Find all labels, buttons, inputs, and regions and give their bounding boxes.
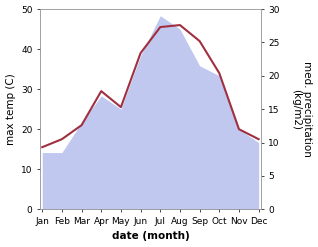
Y-axis label: med. precipitation
(kg/m2): med. precipitation (kg/m2) xyxy=(291,61,313,157)
Y-axis label: max temp (C): max temp (C) xyxy=(5,73,16,145)
X-axis label: date (month): date (month) xyxy=(112,231,189,242)
